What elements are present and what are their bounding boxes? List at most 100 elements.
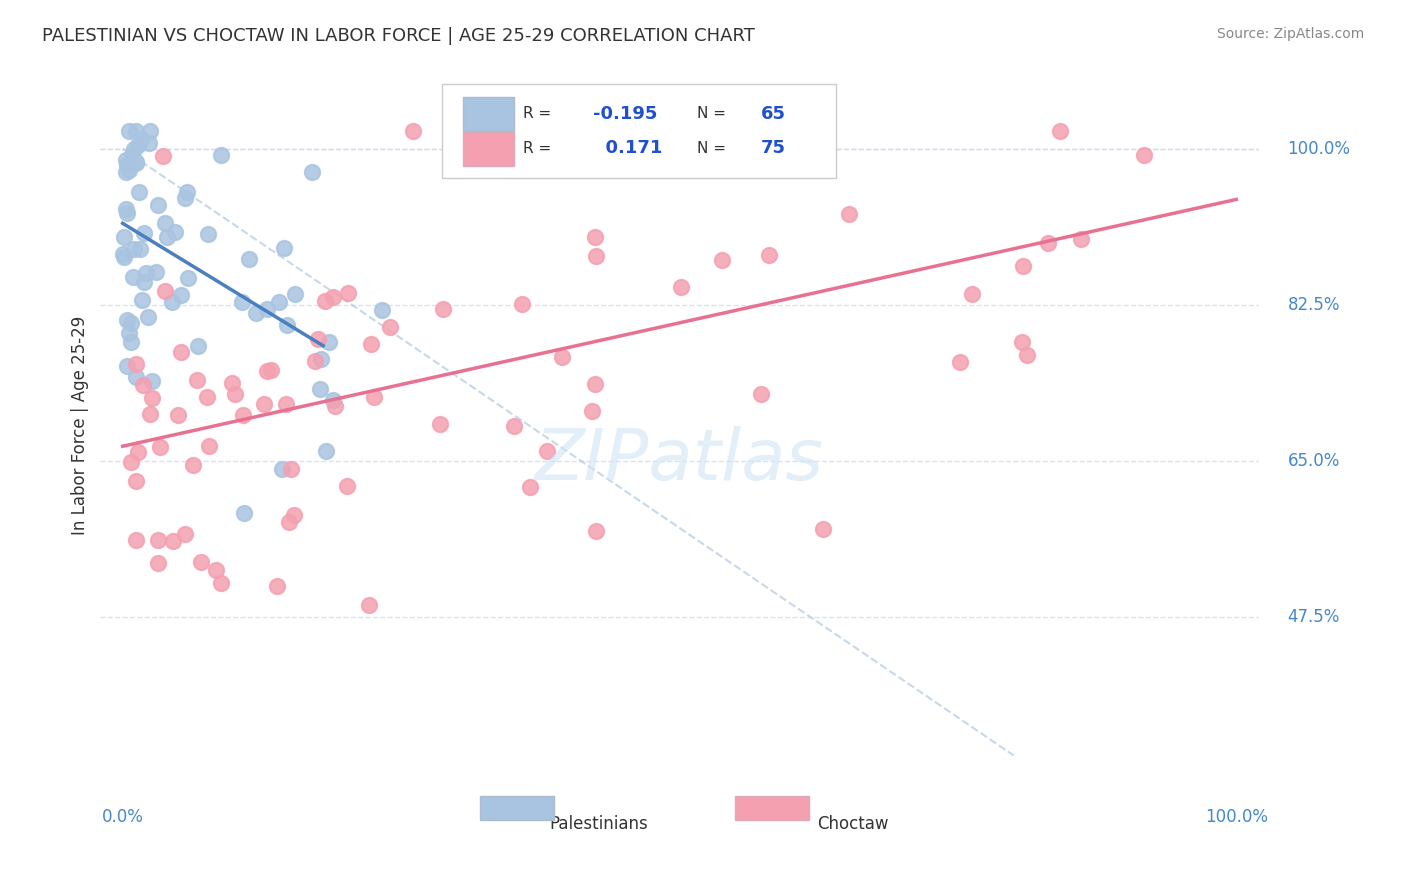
Point — [503, 418, 526, 433]
Point — [315, 444, 337, 458]
Point — [141, 374, 163, 388]
Point — [301, 165, 323, 179]
Point — [205, 563, 228, 577]
Point — [245, 306, 267, 320]
Point — [960, 286, 983, 301]
Point — [273, 241, 295, 255]
Point — [156, 229, 179, 244]
Point — [323, 399, 346, 413]
Point — [131, 293, 153, 307]
Point — [139, 124, 162, 138]
Point — [429, 417, 451, 432]
Point — [153, 285, 176, 299]
Point — [309, 382, 332, 396]
Point — [581, 404, 603, 418]
Text: Palestinians: Palestinians — [548, 815, 648, 833]
Point — [269, 295, 291, 310]
Point — [115, 165, 138, 179]
Point — [114, 202, 136, 217]
Point — [146, 533, 169, 548]
Point — [197, 390, 219, 404]
Point — [162, 533, 184, 548]
Text: N =: N = — [697, 106, 731, 121]
Point — [266, 579, 288, 593]
Y-axis label: In Labor Force | Age 25-29: In Labor Force | Age 25-29 — [72, 316, 89, 535]
Point — [231, 294, 253, 309]
Text: Choctaw: Choctaw — [817, 815, 889, 833]
Point — [260, 363, 283, 377]
Point — [1049, 124, 1071, 138]
Text: 0.171: 0.171 — [592, 139, 662, 157]
Point — [177, 270, 200, 285]
Point — [838, 207, 860, 221]
Text: 82.5%: 82.5% — [1288, 296, 1340, 314]
Text: 0.0%: 0.0% — [101, 808, 143, 826]
Point — [115, 153, 138, 167]
Point — [576, 142, 599, 156]
Point — [253, 397, 276, 411]
Point — [585, 524, 607, 539]
Point — [112, 250, 135, 264]
Point — [125, 358, 148, 372]
Point — [1133, 147, 1156, 161]
Text: R =: R = — [523, 141, 557, 156]
Text: -0.195: -0.195 — [592, 104, 657, 122]
Point — [132, 226, 155, 240]
Point — [758, 248, 780, 262]
Point — [309, 352, 332, 367]
Point — [136, 310, 159, 324]
Point — [284, 286, 307, 301]
Point — [585, 249, 607, 263]
Point — [153, 217, 176, 231]
Point — [165, 225, 187, 239]
Point — [118, 124, 141, 138]
Point — [190, 555, 212, 569]
Point — [304, 354, 326, 368]
Point — [149, 440, 172, 454]
Point — [274, 397, 297, 411]
Point — [120, 334, 142, 349]
Point — [128, 185, 150, 199]
Point — [280, 462, 302, 476]
FancyBboxPatch shape — [463, 132, 513, 166]
Point — [170, 287, 193, 301]
Point — [176, 186, 198, 200]
Point — [1036, 235, 1059, 250]
Point — [152, 149, 174, 163]
Point — [186, 373, 208, 387]
Point — [166, 408, 188, 422]
Point — [238, 252, 260, 266]
Point — [120, 455, 142, 469]
Point — [432, 301, 454, 316]
Text: 47.5%: 47.5% — [1288, 608, 1340, 626]
FancyBboxPatch shape — [463, 97, 513, 131]
Point — [510, 297, 533, 311]
Point — [1012, 259, 1035, 273]
Point — [322, 392, 344, 407]
Point — [318, 334, 340, 349]
Point — [669, 280, 692, 294]
Point — [145, 265, 167, 279]
Text: 65.0%: 65.0% — [1288, 452, 1340, 470]
Point — [233, 506, 256, 520]
Point — [519, 480, 541, 494]
Point — [174, 191, 197, 205]
Point — [536, 444, 558, 458]
FancyBboxPatch shape — [441, 85, 835, 178]
Point — [134, 275, 156, 289]
Point — [129, 132, 152, 146]
Point — [125, 475, 148, 489]
Point — [125, 156, 148, 170]
Point — [120, 316, 142, 330]
Point — [198, 439, 221, 453]
Point — [224, 387, 246, 401]
Point — [256, 364, 278, 378]
Point — [127, 138, 149, 153]
Point — [1011, 334, 1033, 349]
Point — [183, 458, 205, 472]
Point — [283, 508, 305, 523]
Point — [307, 332, 329, 346]
Point — [170, 345, 193, 359]
Point — [221, 376, 243, 390]
Point — [402, 124, 425, 138]
